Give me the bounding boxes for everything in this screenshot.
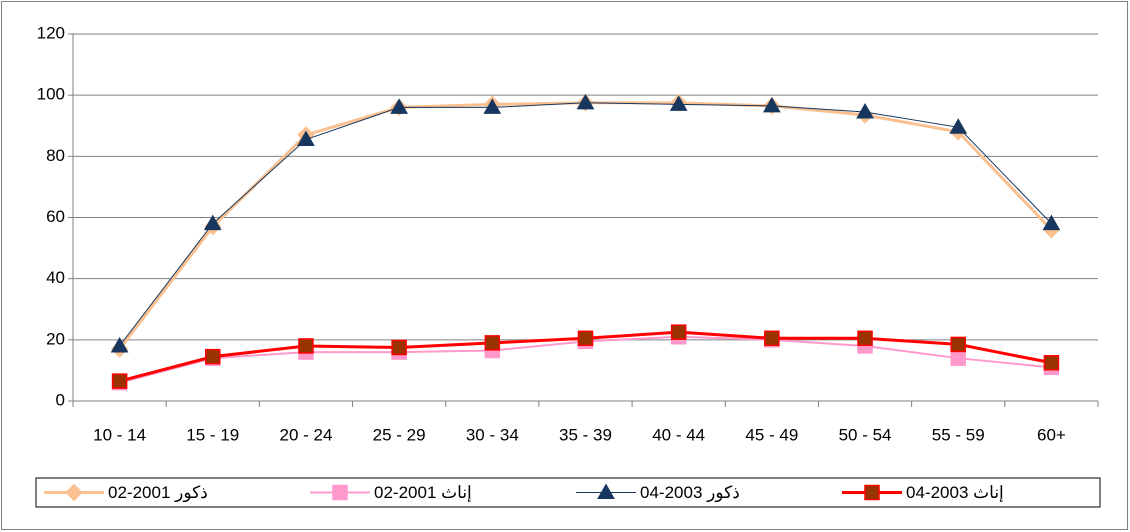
legend-label: ذكور 2001-02 (108, 483, 208, 503)
data-point (483, 98, 502, 114)
data-point (1043, 355, 1060, 371)
data-point (577, 330, 594, 347)
data-point (857, 330, 873, 347)
data-point (111, 373, 128, 389)
data-point (576, 93, 595, 110)
legend-label: ذكور 2003-04 (640, 483, 740, 503)
data-point (670, 324, 687, 340)
y-tick-label: 100 (37, 85, 65, 104)
data-point (1042, 214, 1061, 231)
x-tick-label: 50 - 54 (839, 425, 892, 444)
data-point (484, 335, 501, 351)
data-point (950, 350, 966, 366)
data-point (297, 130, 315, 147)
legend-marker (864, 484, 880, 501)
y-tick-label: 20 (46, 329, 65, 348)
data-point (203, 214, 222, 231)
y-tick-label: 40 (46, 268, 65, 287)
legend-box (35, 477, 1101, 508)
x-tick-label: 40 - 44 (652, 425, 705, 444)
data-point (391, 339, 407, 356)
x-tick-label: 55 - 59 (932, 425, 985, 444)
data-point (950, 336, 966, 353)
legend-label: إناث 2001-02 (374, 483, 472, 502)
x-tick-label: 30 - 34 (466, 425, 519, 444)
x-tick-label: 25 - 29 (373, 425, 426, 444)
y-tick-label: 120 (37, 23, 65, 42)
x-tick-label: 60+ (1037, 425, 1066, 444)
data-point (669, 95, 688, 111)
legend-marker (65, 483, 83, 502)
data-point (110, 336, 129, 353)
legend-marker (597, 483, 615, 499)
y-tick-label: 60 (46, 207, 65, 226)
x-tick-label: 20 - 24 (279, 425, 332, 444)
x-tick-label: 45 - 49 (745, 425, 798, 444)
data-point (763, 96, 781, 113)
y-tick-label: 80 (46, 146, 65, 165)
legend-label: إناث 2003-04 (906, 483, 1004, 502)
x-tick-label: 10 - 14 (93, 425, 146, 444)
x-tick-label: 15 - 19 (186, 425, 239, 444)
legend-marker (332, 484, 348, 501)
data-point (764, 330, 780, 347)
data-point (949, 118, 968, 134)
data-point (205, 348, 221, 365)
data-point (390, 98, 408, 114)
data-point (856, 102, 874, 119)
x-tick-label: 35 - 39 (559, 425, 612, 444)
y-tick-label: 0 (56, 390, 65, 409)
data-point (298, 338, 314, 354)
